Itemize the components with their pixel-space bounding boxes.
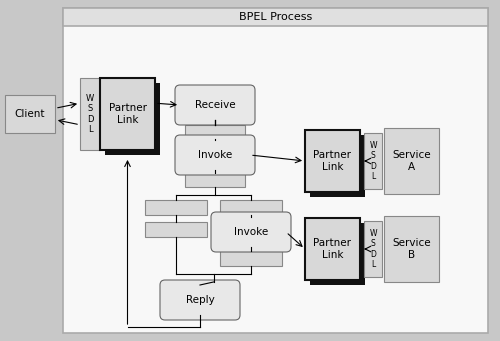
Bar <box>5 95 55 133</box>
Bar <box>145 200 207 215</box>
Bar <box>384 216 439 282</box>
FancyBboxPatch shape <box>211 212 291 252</box>
Bar <box>220 200 282 215</box>
Bar <box>185 125 245 139</box>
Text: Invoke: Invoke <box>198 150 232 160</box>
FancyBboxPatch shape <box>175 135 255 175</box>
Bar <box>364 133 382 189</box>
Bar <box>384 128 439 194</box>
Bar <box>105 83 160 155</box>
Bar <box>220 251 282 266</box>
FancyBboxPatch shape <box>160 280 240 320</box>
Text: W
S
D
L: W S D L <box>369 229 377 269</box>
Bar <box>80 78 100 150</box>
Text: W
S
D
L: W S D L <box>369 141 377 181</box>
Text: Client: Client <box>15 109 45 119</box>
Text: W
S
D
L: W S D L <box>86 94 94 134</box>
Bar <box>63 8 488 333</box>
Text: Partner
Link: Partner Link <box>108 103 146 125</box>
Bar <box>305 218 360 280</box>
Text: BPEL Process: BPEL Process <box>239 12 312 22</box>
Text: Service
B: Service B <box>392 238 431 260</box>
Bar <box>310 135 365 197</box>
Bar <box>145 222 207 237</box>
Bar <box>310 223 365 285</box>
Text: Invoke: Invoke <box>234 227 268 237</box>
Text: Service
A: Service A <box>392 150 431 172</box>
Bar <box>185 173 245 187</box>
Text: Receive: Receive <box>194 100 235 110</box>
Text: Partner
Link: Partner Link <box>314 238 352 260</box>
Text: Partner
Link: Partner Link <box>314 150 352 172</box>
Bar <box>100 78 155 150</box>
Bar <box>63 8 488 26</box>
Bar <box>364 221 382 277</box>
Text: Reply: Reply <box>186 295 214 305</box>
FancyBboxPatch shape <box>175 85 255 125</box>
Bar <box>305 130 360 192</box>
